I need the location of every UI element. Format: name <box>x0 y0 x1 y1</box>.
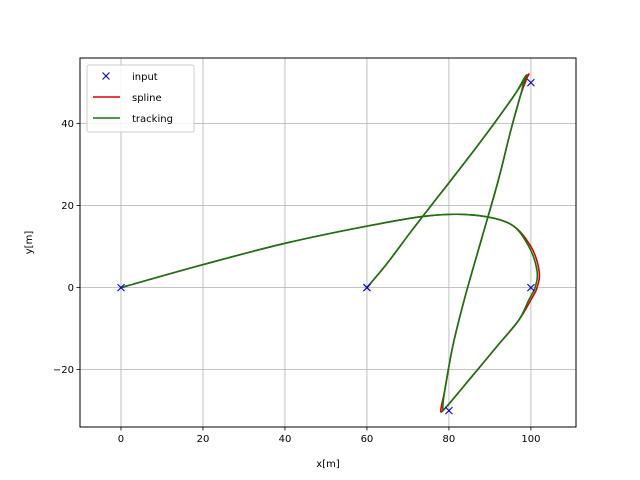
x-tick-label: 40 <box>279 434 292 445</box>
input-marker <box>527 283 535 292</box>
x-tick-label: 20 <box>197 434 210 445</box>
tracking-line <box>120 74 539 412</box>
legend: input spline tracking <box>86 64 195 133</box>
y-tick-label: 20 <box>61 201 74 212</box>
legend-spline-label: spline <box>132 93 162 104</box>
legend-input-marker <box>102 72 110 80</box>
y-tick-label: 40 <box>61 119 74 130</box>
legend-box <box>86 64 195 133</box>
legend-input-label: input <box>132 72 158 83</box>
input-marker <box>445 406 453 415</box>
y-tick-label: −20 <box>53 365 74 376</box>
axes-frame <box>79 57 577 428</box>
tick-layer: 0 20 40 60 80 100 −20 0 20 40 <box>53 119 541 445</box>
legend-tracking-label: tracking <box>132 114 173 125</box>
input-marker <box>117 283 125 292</box>
y-tick-label: 0 <box>68 283 74 294</box>
x-axis-label: x[m] <box>316 459 340 470</box>
y-axis-label: y[m] <box>24 231 35 255</box>
x-tick-label: 60 <box>361 434 374 445</box>
series-layer <box>117 73 541 415</box>
input-marker <box>363 283 371 292</box>
x-tick-label: 80 <box>443 434 456 445</box>
x-tick-label: 0 <box>118 434 124 445</box>
input-marker <box>527 78 535 87</box>
x-tick-label: 100 <box>521 434 540 445</box>
